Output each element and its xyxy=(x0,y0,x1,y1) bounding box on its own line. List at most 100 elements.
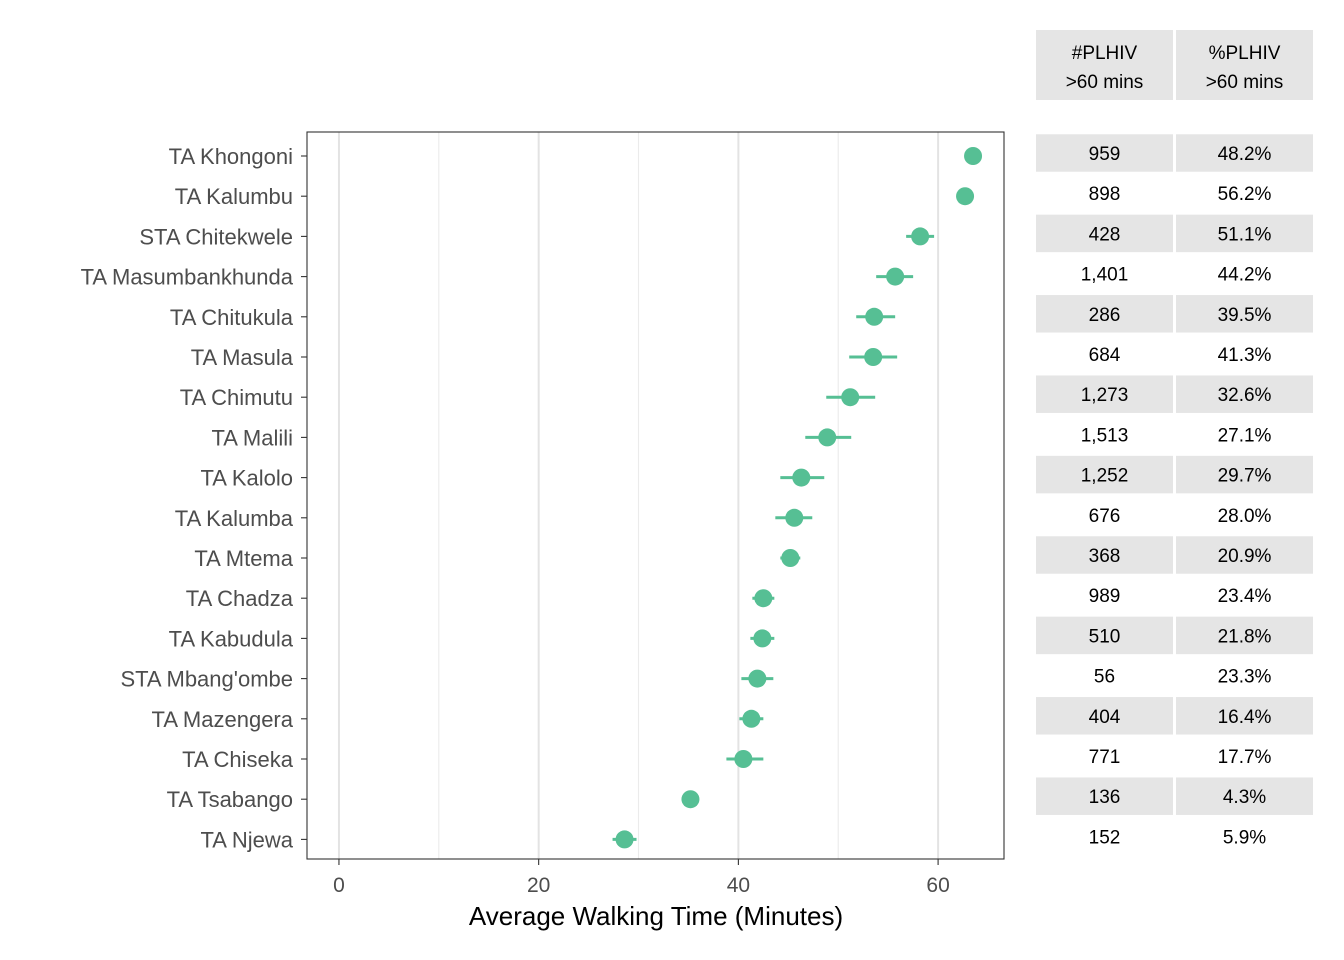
table-header-title: #PLHIV xyxy=(1072,43,1138,64)
data-point xyxy=(742,709,761,728)
y-tick-label: TA Kalolo xyxy=(200,466,293,491)
data-point xyxy=(781,549,800,567)
table-cell: 510 xyxy=(1089,626,1121,647)
plhiv-table: #PLHIV >60 mins %PLHIV >60 mins 959 48.2% 898 5… xyxy=(1036,30,1313,848)
table-cell-bg xyxy=(1036,777,1173,815)
data-point xyxy=(792,468,811,487)
table-cell: 771 xyxy=(1089,747,1121,768)
table-cell: 32.6% xyxy=(1218,385,1272,406)
y-tick-label: STA Chitekwele xyxy=(139,224,293,249)
data-point xyxy=(748,669,767,688)
table-cell: 286 xyxy=(1089,305,1121,326)
table-header-subtitle: >60 mins xyxy=(1206,72,1284,93)
table-cell: 404 xyxy=(1089,707,1121,728)
y-tick-label: TA Chiseka xyxy=(182,747,294,772)
y-tick-label: TA Kabudula xyxy=(169,626,294,651)
x-tick-label: 0 xyxy=(333,874,345,897)
table-cell-bg xyxy=(1036,295,1173,333)
table-cell: 428 xyxy=(1089,224,1121,245)
data-point xyxy=(754,589,773,608)
table-cell: 959 xyxy=(1089,144,1121,165)
table-header-subtitle: >60 mins xyxy=(1066,72,1144,93)
table-cell: 1,273 xyxy=(1081,385,1129,406)
y-tick-label: TA Njewa xyxy=(200,827,293,852)
table-cell-bg xyxy=(1176,777,1313,815)
x-tick-label: 40 xyxy=(727,874,750,897)
data-point xyxy=(615,830,634,849)
data-point xyxy=(865,307,884,326)
table-cell: 5.9% xyxy=(1223,827,1266,848)
x-axis: 0 20 40 60 xyxy=(333,859,950,897)
x-tick-label: 60 xyxy=(926,874,949,897)
data-point xyxy=(785,508,804,527)
y-tick-label: TA Kalumbu xyxy=(175,184,293,209)
y-tick-label: TA Chimutu xyxy=(180,385,293,410)
y-tick-label: TA Masula xyxy=(191,345,294,370)
table-cell: 28.0% xyxy=(1218,506,1272,527)
table-cell: 898 xyxy=(1089,184,1121,205)
table-cell-bg xyxy=(1036,697,1173,735)
y-tick-label: STA Mbang'ombe xyxy=(120,667,293,692)
y-tick-label: TA Mtema xyxy=(194,546,293,571)
x-axis-title: Average Walking Time (Minutes) xyxy=(469,901,843,931)
data-point xyxy=(911,227,930,246)
table-cell: 989 xyxy=(1089,586,1121,607)
y-tick-label: TA Chadza xyxy=(186,586,294,611)
table-cell: 1,252 xyxy=(1081,466,1129,487)
y-axis: TA Khongoni TA Kalumbu STA Chitekwele TA Ma… xyxy=(81,144,307,852)
table-cell-bg xyxy=(1176,697,1313,735)
y-tick-label: TA Tsabango xyxy=(167,787,293,812)
table-cell: 684 xyxy=(1089,345,1121,366)
table-cell: 21.8% xyxy=(1218,626,1272,647)
data-point xyxy=(734,750,753,768)
data-point xyxy=(956,187,975,206)
x-tick-label: 20 xyxy=(527,874,550,897)
table-cell-bg xyxy=(1176,295,1313,333)
table-cell-bg xyxy=(1176,536,1313,574)
y-tick-label: TA Malili xyxy=(212,425,294,450)
table-cell-bg xyxy=(1176,616,1313,655)
data-point xyxy=(681,790,700,809)
table-cell: 23.3% xyxy=(1218,667,1272,688)
table-cell: 56 xyxy=(1094,667,1115,688)
y-tick-label: TA Masumbankhunda xyxy=(81,265,294,290)
table-cell: 29.7% xyxy=(1218,466,1272,487)
table-cell-bg xyxy=(1176,134,1313,172)
table-cell: 676 xyxy=(1089,506,1121,527)
gridlines xyxy=(337,132,940,859)
table-cell-bg xyxy=(1176,455,1313,494)
table-header-cell xyxy=(1036,30,1173,100)
data-point xyxy=(841,388,860,407)
table-cell-bg xyxy=(1036,455,1173,494)
table-cell: 16.4% xyxy=(1218,707,1272,728)
table-cell: 23.4% xyxy=(1218,586,1272,607)
table-cell: 136 xyxy=(1089,787,1121,808)
y-tick-label: TA Khongoni xyxy=(169,144,293,169)
table-cell-bg xyxy=(1036,134,1173,172)
data-point xyxy=(818,428,837,447)
table-cell-bg xyxy=(1036,214,1173,253)
plot-panel xyxy=(306,131,1005,860)
table-cell-bg xyxy=(1176,375,1313,413)
table-cell-bg xyxy=(1036,375,1173,413)
table-header-title: %PLHIV xyxy=(1209,43,1281,64)
table-cell: 368 xyxy=(1089,546,1121,567)
table-cell: 4.3% xyxy=(1223,787,1266,808)
data-point xyxy=(886,267,905,286)
table-cell: 44.2% xyxy=(1218,265,1272,286)
table-cell-bg xyxy=(1036,536,1173,574)
table-cell: 41.3% xyxy=(1218,345,1272,366)
y-tick-label: TA Mazengera xyxy=(152,707,294,732)
table-cell: 20.9% xyxy=(1218,546,1272,567)
table-cell: 39.5% xyxy=(1218,305,1272,326)
table-cell: 51.1% xyxy=(1218,224,1272,245)
table-cell-bg xyxy=(1036,616,1173,655)
table-cell: 56.2% xyxy=(1218,184,1272,205)
y-tick-label: TA Kalumba xyxy=(175,506,294,531)
table-cell-bg xyxy=(1176,214,1313,253)
data-points xyxy=(612,147,983,849)
y-tick-label: TA Chitukula xyxy=(170,305,294,330)
table-header-cell xyxy=(1176,30,1313,100)
data-point xyxy=(864,348,883,366)
